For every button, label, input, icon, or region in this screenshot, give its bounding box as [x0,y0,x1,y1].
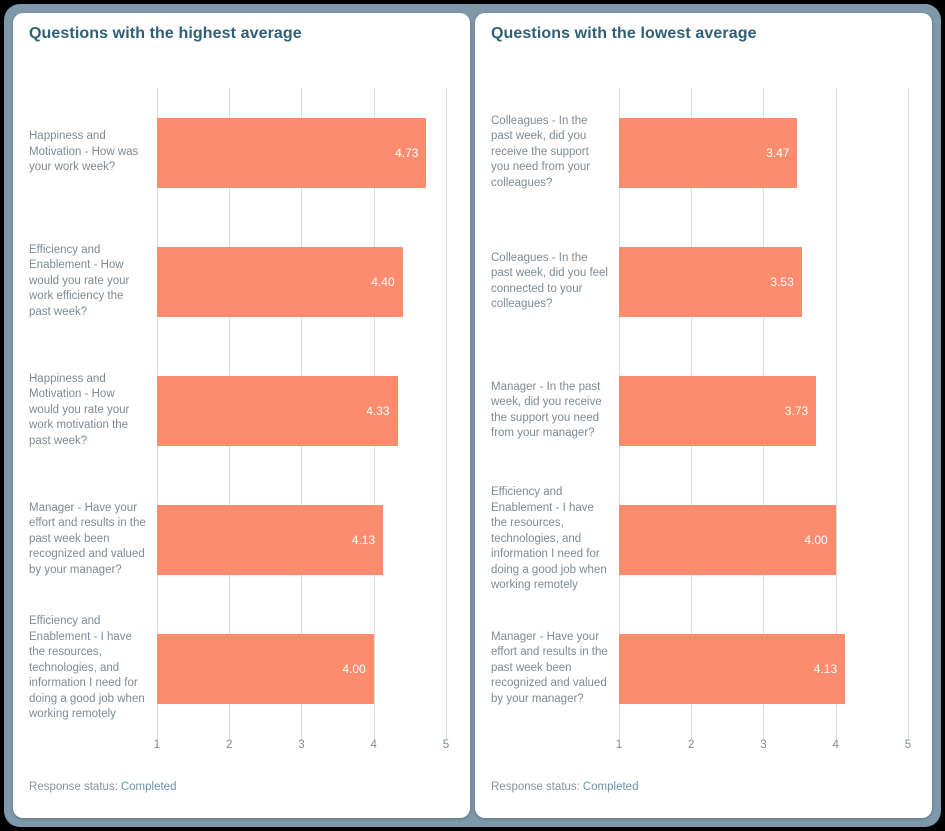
response-status-value: Completed [582,781,639,793]
x-axis: 1 2 3 4 5 [615,733,921,759]
bar-row: 3.47 [619,88,921,217]
bar[interactable]: 4.33 [157,375,398,446]
category-label: Colleagues - In the past week, did you r… [491,114,591,189]
category-label: Manager - Have your effort and results i… [491,630,608,705]
bar-row: 3.53 [619,217,921,346]
plot-area: 3.47 3.53 3.73 4.00 4.13 [619,88,921,739]
category-label: Efficiency and Enablement - I have the r… [29,615,145,721]
category-label: Happiness and Motivation - How was your … [29,130,139,174]
bar-row: 4.13 [157,475,459,604]
axis-tickmark [619,733,620,739]
axis-tick-label: 5 [442,739,450,751]
axis-tickmark [691,733,693,739]
lowest-average-bar-chart: Colleagues - In the past week, did you r… [491,88,921,739]
bar[interactable]: 3.53 [619,246,802,317]
panel-title: Questions with the lowest average [491,25,757,42]
axis-tickmark [229,733,231,739]
gridline [907,88,909,733]
axis-tick-label: 2 [226,739,233,751]
plot-area: 4.73 4.40 4.33 4.13 4.00 [157,88,459,739]
bar-value-label: 3.47 [766,145,790,160]
bar-value-label: 3.73 [784,403,809,418]
axis-spacer [29,733,157,759]
bar-row: 4.00 [619,475,921,604]
axis-tick-label: 1 [153,739,161,751]
bar-value-label: 4.73 [395,145,419,160]
highest-average-bar-chart: Happiness and Motivation - How was your … [29,88,459,739]
response-status: Response status: Completed [491,781,921,793]
bar[interactable]: 4.13 [157,504,384,575]
bar[interactable]: 4.40 [157,246,403,317]
category-label: Manager - In the past week, did you rece… [491,380,602,440]
bar-value-label: 4.00 [804,532,828,547]
bar-value-label: 4.13 [351,532,376,547]
bar[interactable]: 3.47 [619,117,798,188]
response-status-label: Response status: [491,781,580,793]
bar-value-label: 3.53 [770,274,794,289]
category-label: Colleagues - In the past week, did you f… [491,251,608,311]
response-status-value: Completed [120,781,177,793]
bar[interactable]: 4.73 [157,117,427,188]
gridline [445,88,447,733]
category-labels-column: Happiness and Motivation - How was your … [29,88,157,733]
axis-tick-label: 2 [688,739,695,751]
panel-highest-average: Questions with the highest average Happi… [13,13,470,818]
bar-value-label: 4.33 [366,403,390,418]
axis-tick-label: 5 [904,739,912,751]
bar[interactable]: 4.00 [619,504,836,575]
category-label: Efficiency and Enablement - How would yo… [29,243,130,318]
x-axis-row: 1 2 3 4 5 [491,733,921,759]
bar-row: 3.73 [619,346,921,475]
axis-tickmark [835,733,837,739]
bar-row: 4.00 [157,604,459,733]
x-axis: 1 2 3 4 5 [153,733,459,759]
axis-tickmark [301,733,303,739]
bar[interactable]: 4.00 [157,633,374,704]
bar-value-label: 4.40 [371,274,395,289]
bar[interactable]: 3.73 [619,375,817,446]
response-status: Response status: Completed [29,781,459,793]
category-label: Manager - Have your effort and results i… [29,501,146,576]
bar-row: 4.40 [157,217,459,346]
dashboard-frame: Questions with the highest average Happi… [4,4,941,827]
axis-tickmark [907,733,909,739]
bar-row: 4.73 [157,88,459,217]
panel-lowest-average: Questions with the lowest average Collea… [475,13,932,818]
axis-tick-label: 1 [615,739,623,751]
gridline [835,88,837,733]
bar-value-label: 4.00 [342,661,366,676]
bar-row: 4.33 [157,346,459,475]
axis-tickmark [445,733,447,739]
category-label: Efficiency and Enablement - I have the r… [491,486,607,592]
axis-tick-label: 4 [370,739,377,751]
axis-tickmark [157,733,158,739]
x-axis-row: 1 2 3 4 5 [29,733,459,759]
axis-spacer [491,733,619,759]
response-status-label: Response status: [29,781,118,793]
category-labels-column: Colleagues - In the past week, did you r… [491,88,619,733]
category-label: Happiness and Motivation - How would you… [29,372,130,447]
axis-tickmark [373,733,375,739]
bar[interactable]: 4.13 [619,633,846,704]
bar-value-label: 4.13 [813,661,838,676]
axis-tick-label: 3 [298,739,305,751]
panel-title: Questions with the highest average [29,25,302,42]
axis-tick-label: 3 [760,739,767,751]
axis-tickmark [763,733,765,739]
bar-row: 4.13 [619,604,921,733]
axis-tick-label: 4 [832,739,839,751]
